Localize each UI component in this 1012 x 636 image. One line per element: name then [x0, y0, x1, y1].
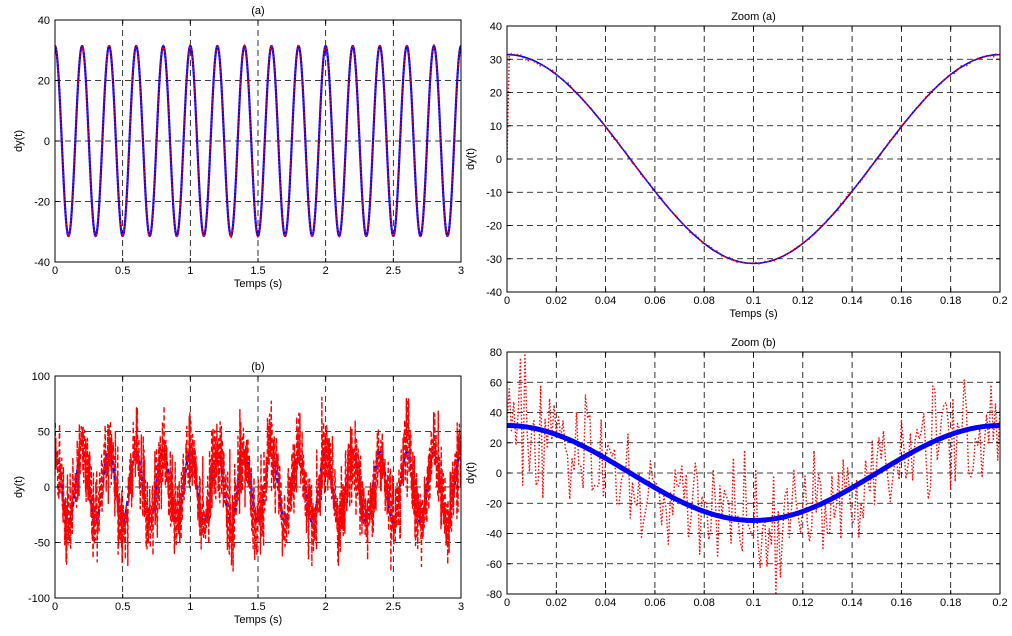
x-tick-label: 0.06 — [644, 295, 665, 307]
x-tick-label: 0.5 — [115, 601, 130, 613]
y-tick-label: -10 — [486, 187, 502, 199]
x-tick-label: 0.2 — [992, 597, 1007, 609]
y-tick-label: 100 — [32, 371, 50, 383]
y-tick-label: 0 — [496, 468, 502, 480]
x-tick-label: 1.5 — [250, 601, 265, 613]
series-reference — [55, 450, 461, 524]
x-tick-label: 0 — [52, 601, 58, 613]
x-tick-label: 0.08 — [693, 295, 714, 307]
x-tick-label: 0.2 — [992, 295, 1007, 307]
y-axis-label: dy(t) — [13, 130, 25, 152]
x-tick-label: 0.5 — [115, 265, 130, 277]
y-tick-label: 30 — [490, 54, 502, 66]
y-tick-label: 0 — [496, 154, 502, 166]
x-axis-label: Temps (s) — [729, 308, 777, 320]
x-tick-label: 0.12 — [792, 597, 813, 609]
y-tick-label: 60 — [490, 377, 502, 389]
x-tick-label: 2 — [323, 265, 329, 277]
y-tick-label: -20 — [486, 498, 502, 510]
series-estimate — [507, 52, 1000, 265]
x-tick-label: 0.02 — [546, 597, 567, 609]
x-tick-label: 0.04 — [595, 597, 616, 609]
y-tick-label: 40 — [38, 15, 50, 27]
x-tick-label: 3 — [458, 265, 464, 277]
chart-title: Zoom (a) — [731, 11, 776, 23]
y-tick-label: -100 — [28, 593, 50, 605]
y-tick-label: 10 — [490, 121, 502, 133]
chart-title: (b) — [251, 361, 264, 373]
x-tick-label: 0.1 — [746, 295, 761, 307]
x-axis-label: Temps (s) — [234, 278, 282, 290]
x-tick-label: 0.1 — [746, 597, 761, 609]
x-tick-label: 2.5 — [386, 265, 401, 277]
x-tick-label: 0.02 — [546, 295, 567, 307]
x-tick-label: 0.18 — [940, 597, 961, 609]
y-tick-label: -80 — [486, 589, 502, 601]
series-estimate — [55, 396, 461, 573]
chart-title: Zoom (b) — [731, 337, 776, 349]
y-tick-label: 40 — [490, 408, 502, 420]
series-reference — [507, 423, 1000, 523]
x-tick-label: 0.04 — [595, 295, 616, 307]
x-tick-label: 1.5 — [250, 265, 265, 277]
x-tick-label: 2.5 — [386, 601, 401, 613]
series-estimate — [507, 352, 1000, 594]
y-tick-label: -50 — [34, 538, 50, 550]
y-tick-label: 20 — [490, 438, 502, 450]
y-tick-label: 0 — [44, 482, 50, 494]
y-tick-label: 20 — [490, 88, 502, 100]
y-tick-label: -40 — [486, 287, 502, 299]
y-tick-label: 50 — [38, 427, 50, 439]
y-tick-label: -20 — [486, 221, 502, 233]
y-tick-label: -40 — [486, 529, 502, 541]
x-tick-label: 0.16 — [891, 295, 912, 307]
x-axis-label: Temps (s) — [234, 614, 282, 626]
y-tick-label: 0 — [44, 136, 50, 148]
x-tick-label: 0.12 — [792, 295, 813, 307]
y-tick-label: -40 — [34, 257, 50, 269]
x-tick-label: 0 — [504, 597, 510, 609]
y-axis-label: dy(t) — [465, 462, 477, 484]
x-tick-label: 0 — [504, 295, 510, 307]
y-tick-label: 80 — [490, 347, 502, 359]
x-tick-label: 0.16 — [891, 597, 912, 609]
chart-zoom_a: 0 0.02 0.04 0.06 0.08 0.1 0.12 0.14 0.16 0.18 0.2 -… — [465, 11, 1008, 320]
chart-a: 0 0.5 1 1.5 2 2.5 3 -40 -20 0 20 40 (a) Temps (s) dy(t… — [13, 5, 464, 290]
x-tick-label: 0.06 — [644, 597, 665, 609]
x-tick-label: 0.14 — [841, 597, 862, 609]
x-tick-label: 1 — [187, 265, 193, 277]
y-tick-label: -20 — [34, 197, 50, 209]
y-axis-label: dy(t) — [465, 148, 477, 170]
x-tick-label: 2 — [323, 601, 329, 613]
y-tick-label: 20 — [38, 76, 50, 88]
x-tick-label: 1 — [187, 601, 193, 613]
y-tick-label: -60 — [486, 559, 502, 571]
y-tick-label: 40 — [490, 21, 502, 33]
series-estimate — [55, 43, 461, 239]
x-tick-label: 0.08 — [693, 597, 714, 609]
x-tick-label: 0.18 — [940, 295, 961, 307]
y-tick-label: -30 — [486, 254, 502, 266]
chart-b: 0 0.5 1 1.5 2 2.5 3 -100 -50 0 50 100 (b) Temps (s) dy… — [13, 361, 464, 626]
chart-zoom_b: 0 0.02 0.04 0.06 0.08 0.1 0.12 0.14 0.16 0.18 0.2 -… — [465, 337, 1008, 609]
x-tick-label: 0 — [52, 265, 58, 277]
x-tick-label: 3 — [458, 601, 464, 613]
x-tick-label: 0.14 — [841, 295, 862, 307]
chart-title: (a) — [251, 5, 264, 17]
y-axis-label: dy(t) — [13, 476, 25, 498]
